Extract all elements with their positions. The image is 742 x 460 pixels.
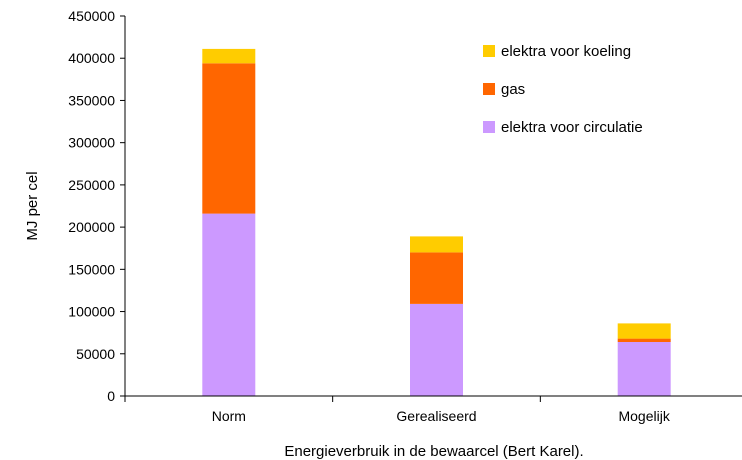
- x-tick-label-norm: Norm: [212, 408, 246, 424]
- bar-segment-norm-elektra-voor-koeling: [202, 48, 256, 64]
- x-axis-title: Energieverbruik in de bewaarcel (Bert Ka…: [284, 443, 583, 460]
- y-tick-label: 200000: [68, 219, 115, 235]
- y-tick-label: 450000: [68, 8, 115, 24]
- plot-area: [202, 48, 671, 396]
- legend-swatch-elektra-voor-koeling: [483, 45, 495, 57]
- bar-segment-gerealiseerd-gas: [410, 252, 463, 304]
- bar-segment-mogelijk-elektra-voor-circulatie: [617, 342, 671, 396]
- legend-swatch-gas: [483, 83, 495, 95]
- legend: elektra voor koeling gas elektra voor circ…: [483, 43, 643, 136]
- y-tick-label: 300000: [68, 135, 115, 151]
- y-tick-label: 400000: [68, 50, 115, 66]
- bar-segment-norm-elektra-voor-circulatie: [202, 213, 256, 396]
- y-tick-label: 100000: [68, 304, 115, 320]
- bar-segment-mogelijk-elektra-voor-koeling: [617, 323, 671, 339]
- legend-swatch-elektra-voor-circulatie: [483, 121, 495, 133]
- bar-segment-gerealiseerd-elektra-voor-circulatie: [410, 304, 463, 396]
- y-tick-label: 150000: [68, 261, 115, 277]
- y-axis: 0 50000 100000 150000 200000 250000 300000 3500…: [68, 8, 126, 404]
- y-tick-label: 350000: [68, 92, 115, 108]
- bar-segment-mogelijk-gas: [617, 338, 671, 342]
- x-tick-label-gerealiseerd: Gerealiseerd: [396, 408, 476, 424]
- y-axis-title: MJ per cel: [24, 171, 41, 240]
- y-tick-label: 250000: [68, 177, 115, 193]
- bar-segment-gerealiseerd-elektra-voor-koeling: [410, 236, 463, 253]
- x-axis: Norm Gerealiseerd Mogelijk: [124, 395, 742, 424]
- y-tick-label: 50000: [76, 346, 115, 362]
- x-tick-label-mogelijk: Mogelijk: [618, 408, 670, 424]
- bar-segment-norm-gas: [202, 63, 256, 214]
- legend-label-gas: gas: [501, 81, 525, 98]
- legend-label-elektra-voor-circulatie: elektra voor circulatie: [501, 119, 643, 136]
- y-tick-label: 0: [107, 388, 115, 404]
- legend-label-elektra-voor-koeling: elektra voor koeling: [501, 43, 631, 60]
